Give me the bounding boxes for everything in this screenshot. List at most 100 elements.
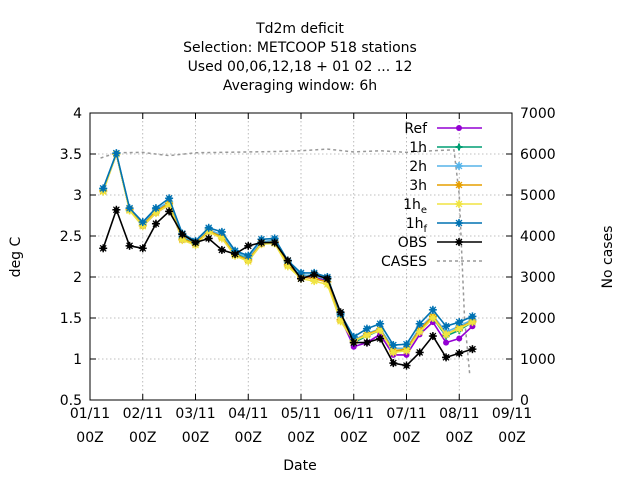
legend-label-obs: OBS — [398, 235, 427, 251]
series-obs-point — [138, 244, 147, 253]
x-tick-label-hour: 00Z — [76, 430, 103, 446]
y2-tick-label: 7000 — [520, 106, 556, 122]
series-ref-point — [350, 343, 357, 350]
series-1hf-point — [138, 218, 147, 227]
title-line-2: Selection: METCOOP 518 stations — [183, 40, 417, 56]
series-ref-point — [469, 323, 476, 330]
x-tick-label: 04/11 — [228, 406, 268, 422]
legend-label-1h: 1h — [409, 140, 427, 156]
x-tick-label: 07/11 — [386, 406, 426, 422]
series-obs-point — [217, 245, 226, 254]
series-1he-point — [428, 314, 437, 322]
y-tick-label: 3 — [73, 188, 82, 204]
legend-entry-3h: 3h — [409, 178, 482, 194]
legend-ref-point — [456, 125, 462, 131]
series-1hf-point — [217, 227, 226, 236]
x-tick-label-hour: 00Z — [498, 430, 525, 446]
y2-tick-label: 1000 — [520, 352, 556, 368]
x-tick-label-hour: 00Z — [287, 430, 314, 446]
legend-label-2h: 2h — [409, 159, 427, 175]
series-1hf-point — [402, 340, 411, 349]
series-ref-point — [403, 351, 410, 358]
series-ref-point — [456, 335, 463, 342]
legend-1he-point — [455, 200, 463, 208]
x-tick-label-hour: 00Z — [340, 430, 367, 446]
series-1he-point — [310, 277, 319, 286]
legend-label-cases: CASES — [381, 254, 427, 270]
series-obs-point — [112, 205, 121, 214]
title-line-3: Used 00,06,12,18 + 01 02 ... 12 — [188, 59, 413, 75]
series-1hf-point — [99, 184, 108, 193]
legend-2h-point — [455, 162, 463, 170]
series-1hf-point — [125, 204, 134, 213]
series-obs-point — [231, 250, 240, 259]
series-obs-point — [336, 308, 345, 317]
series-obs-point — [362, 338, 371, 347]
y-tick-label: 0.5 — [60, 393, 82, 409]
y2-tick-label: 3000 — [520, 270, 556, 286]
series-obs-point — [442, 353, 451, 362]
series-obs-point — [283, 256, 292, 265]
legend-label-3h: 3h — [409, 178, 427, 194]
series-obs-point — [191, 238, 200, 247]
series-1he-point — [442, 330, 451, 339]
series-obs-point — [178, 230, 187, 239]
legend-label-1hf: 1hf — [406, 216, 428, 235]
y2-tick-label: 2000 — [520, 311, 556, 327]
series-1he-point — [336, 317, 345, 326]
series-obs-point — [165, 207, 174, 216]
series-obs-point — [455, 349, 464, 358]
series-1hf-point — [455, 318, 464, 327]
x-tick-label: 06/11 — [334, 406, 374, 422]
series-1he-point — [389, 348, 398, 357]
series-obs-point — [323, 274, 332, 283]
series-obs-point — [99, 244, 108, 253]
y2-axis-label: No cases — [600, 226, 616, 289]
series-1he-point — [217, 234, 226, 243]
legend-entry-ref: Ref — [404, 121, 482, 137]
series-1he-point — [244, 257, 253, 266]
series-obs-point — [151, 219, 160, 228]
legend-1hf-point — [455, 219, 463, 227]
y-tick-label: 1 — [73, 352, 82, 368]
x-axis-label: Date — [283, 458, 316, 474]
legend-label-ref: Ref — [404, 121, 428, 137]
legend-entry-cases: CASES — [381, 254, 482, 270]
series-obs-point — [125, 241, 134, 250]
plot-frame — [89, 112, 513, 401]
y-tick-label: 2 — [73, 270, 82, 286]
y-tick-label: 1.5 — [60, 311, 82, 327]
series-obs-point — [297, 274, 305, 283]
y2-tick-label: 6000 — [520, 147, 556, 163]
series-1hf-point — [428, 305, 437, 314]
chart-title: Td2m deficit Selection: METCOOP 518 stat… — [183, 21, 417, 94]
series-obs-point — [270, 238, 279, 247]
series-obs-point — [389, 359, 398, 368]
y2-tick-label: 5000 — [520, 188, 556, 204]
x-tick-label: 02/11 — [123, 406, 163, 422]
x-tick-label: 03/11 — [175, 406, 215, 422]
y-tick-label: 3.5 — [60, 147, 82, 163]
axis-ticks: 01/11 00Z 02/11 00Z 03/11 00Z 04/11 00Z 05/11 00Z… — [60, 106, 556, 446]
series-1he-point — [455, 324, 464, 333]
y-tick-label: 2.5 — [60, 229, 82, 245]
series-layer — [99, 148, 477, 376]
legend-label-1he: 1he — [403, 197, 427, 216]
series-obs-point — [428, 332, 437, 341]
series-1he-point — [402, 346, 411, 355]
series-1hf-point — [376, 319, 385, 328]
x-tick-label-hour: 00Z — [393, 430, 420, 446]
series-obs-point — [415, 348, 424, 357]
x-tick-label: 08/11 — [439, 406, 479, 422]
x-tick-label: 01/11 — [70, 406, 110, 422]
y2-tick-label: 4000 — [520, 229, 556, 245]
series-1he-point — [362, 331, 371, 340]
series-1hf-point — [112, 149, 121, 158]
x-tick-label-hour: 00Z — [182, 430, 209, 446]
series-obs-point — [376, 334, 385, 343]
series-1hf-point — [362, 324, 371, 333]
y-tick-label: 4 — [73, 106, 82, 122]
series-obs-point — [244, 241, 253, 250]
